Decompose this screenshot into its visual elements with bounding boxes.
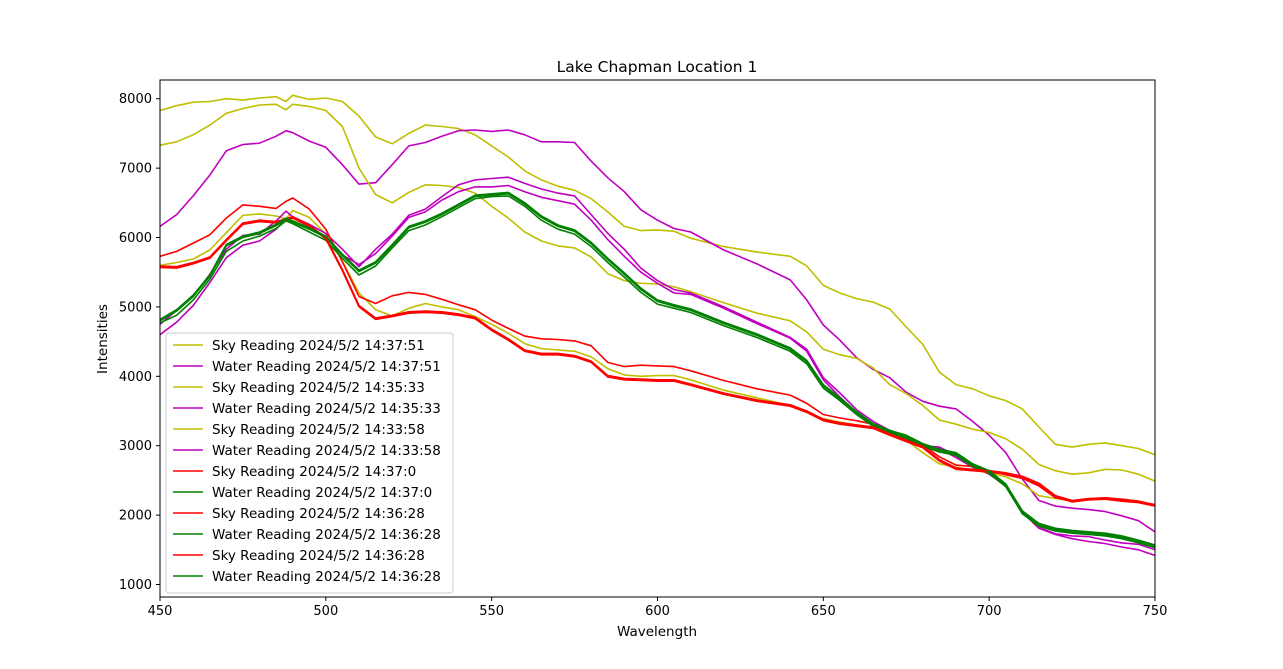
chart-title: Lake Chapman Location 1 (557, 58, 758, 76)
legend-box (165, 332, 454, 594)
plot-lines (159, 94, 1156, 557)
y-tick-label: 2000 (119, 509, 152, 524)
legend-entry: Water Reading 2024/5/2 14:37:0 (212, 485, 432, 501)
x-tick-label: 750 (1143, 604, 1168, 619)
series-line-9 (159, 217, 1156, 507)
y-tick-label: 5000 (119, 300, 152, 315)
x-tick-label: 700 (977, 604, 1002, 619)
x-tick-label: 500 (313, 604, 338, 619)
legend-entry: Sky Reading 2024/5/2 14:36:28 (212, 548, 425, 564)
x-tick-label: 450 (148, 604, 173, 619)
legend-entry: Water Reading 2024/5/2 14:35:33 (212, 401, 441, 417)
series-line-1 (159, 94, 1156, 456)
x-tick-label: 600 (645, 604, 670, 619)
y-tick-label: 3000 (119, 439, 152, 454)
x-tick-label: 650 (811, 604, 836, 619)
y-tick-label: 8000 (119, 92, 152, 107)
legend-entry: Sky Reading 2024/5/2 14:33:58 (212, 422, 425, 438)
x-tick-label: 550 (479, 604, 504, 619)
series-line-11 (159, 215, 1156, 506)
legend-entry: Sky Reading 2024/5/2 14:37:0 (212, 464, 416, 480)
y-axis-title: Intensities (95, 304, 111, 374)
x-axis: 450 500 550 600 650 700 750 (148, 597, 1168, 619)
y-axis: 1000 2000 3000 4000 5000 6000 7000 8000 (119, 92, 160, 593)
legend: Sky Reading 2024/5/2 14:37:51 Water Readi… (165, 332, 454, 594)
legend-entry: Water Reading 2024/5/2 14:36:28 (212, 569, 441, 585)
series-line-2 (159, 129, 1156, 533)
legend-entry: Water Reading 2024/5/2 14:33:58 (212, 443, 441, 459)
legend-entry: Sky Reading 2024/5/2 14:36:28 (212, 506, 425, 522)
y-tick-label: 7000 (119, 162, 152, 177)
legend-entry: Sky Reading 2024/5/2 14:37:51 (212, 338, 425, 354)
series-line-3 (159, 103, 1156, 482)
legend-entry: Water Reading 2024/5/2 14:36:28 (212, 527, 441, 543)
series-line-8 (159, 195, 1156, 549)
legend-entry: Water Reading 2024/5/2 14:37:51 (212, 359, 441, 375)
x-axis-title: Wavelength (617, 624, 697, 640)
series-line-10 (159, 193, 1156, 548)
y-tick-label: 4000 (119, 370, 152, 385)
series-line-12 (159, 191, 1156, 546)
legend-entry: Sky Reading 2024/5/2 14:35:33 (212, 380, 425, 396)
y-tick-label: 6000 (119, 231, 152, 246)
y-tick-label: 1000 (119, 578, 152, 593)
